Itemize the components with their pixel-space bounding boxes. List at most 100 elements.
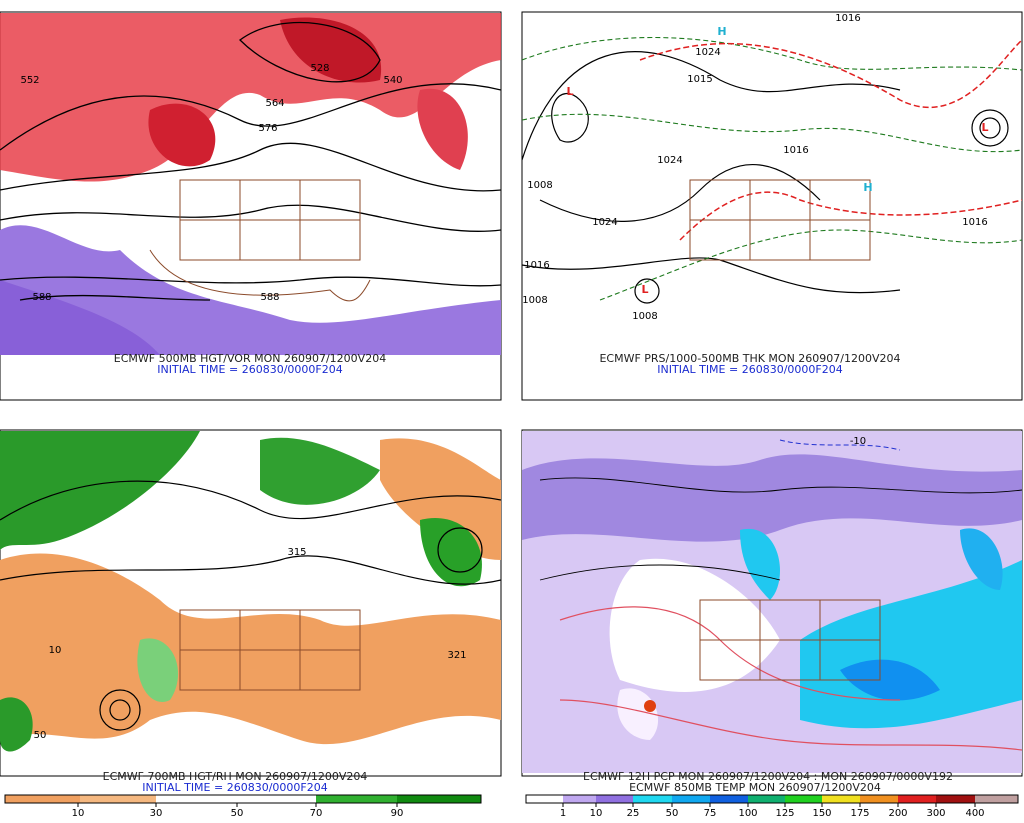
initial-time: INITIAL TIME = 260830/0000F204 (657, 363, 842, 376)
pressure-center: L (566, 85, 573, 98)
colorbar-shape (596, 795, 633, 803)
map-field-shape (417, 88, 468, 170)
map-field-shape-shape (522, 51, 901, 161)
colorbar-shape (4, 794, 482, 804)
pressure-center: L (981, 121, 988, 134)
colorbar-label: 1 (560, 808, 566, 819)
map-field-shape (644, 700, 656, 712)
panel-title: ECMWF PRS/1000-500MB THK MON 260907/1200… (599, 352, 900, 365)
colorbar-label: 50 (231, 808, 244, 819)
colorbar-shape (156, 795, 316, 803)
contour-label: 1008 (632, 311, 657, 322)
contour-label: 528 (310, 63, 329, 74)
map-field-shape-shape (539, 164, 821, 222)
colorbar-shape (898, 795, 936, 803)
map-field-shape (148, 103, 216, 167)
colorbar-label: 400 (965, 808, 984, 819)
colorbar-label: 90 (391, 808, 404, 819)
contour-label: 552 (20, 75, 39, 86)
contour-label: 321 (447, 650, 466, 661)
map-field-shape (137, 638, 179, 702)
map-field-shape (420, 518, 482, 587)
colorbar-label: 175 (850, 808, 869, 819)
map-field-shape (699, 599, 881, 681)
contour-label: 1008 (522, 295, 547, 306)
map-field-shape (960, 528, 1003, 590)
map-field-shape (0, 553, 501, 745)
map-field-shape-shape (19, 294, 211, 301)
colorbar-label: 10 (590, 808, 603, 819)
colorbar-label: 125 (775, 808, 794, 819)
colorbar-label: 10 (72, 808, 85, 819)
map-field-shape (689, 179, 871, 261)
colorbar (4, 794, 482, 804)
contour-label: 315 (287, 547, 306, 558)
panel-frame (521, 11, 1023, 401)
panel-precip-850mb: ECMWF 12H PCP MON 260907/1200V204 : MON … (521, 429, 1023, 804)
map-field-shape (522, 454, 1022, 542)
colorbar-shape (563, 795, 596, 803)
colorbar-shape (526, 795, 563, 803)
colorbar-label: 50 (666, 808, 679, 819)
colorbar-label: 300 (926, 808, 945, 819)
contour-label: 50 (34, 730, 47, 741)
panel-surface-pressure: ECMWF PRS/1000-500MB THK MON 260907/1200… (521, 11, 1023, 401)
contour-label: 10 (49, 645, 62, 656)
contour-label: -10 (850, 436, 866, 447)
map-field-shape (0, 431, 200, 550)
colorbar-shape (5, 795, 80, 803)
contour-label: 588 (260, 292, 279, 303)
map-field-shape-shape (559, 699, 1022, 751)
colorbar-shape (785, 795, 822, 803)
contour-label: 1015 (687, 74, 712, 85)
map-field-shape (840, 659, 940, 701)
map-field-shape-shape (0, 276, 501, 287)
colorbar-shape (633, 795, 672, 803)
map-field-shape (539, 477, 1022, 581)
map-field (522, 431, 1022, 773)
map-field-shape-shape (551, 93, 589, 143)
colorbar-shape (525, 794, 1019, 804)
colorbar-shape (672, 795, 710, 803)
colorbar-label: 70 (310, 808, 323, 819)
colorbar-shape (397, 795, 481, 803)
map-field-shape (260, 437, 380, 505)
colorbar-shape (80, 795, 156, 803)
contour-label: 1016 (783, 145, 808, 156)
map-field-shape (0, 22, 501, 301)
map-field-shape (779, 439, 901, 451)
map-field-shape-shape (0, 555, 501, 585)
panel-subtitle: ECMWF 850MB TEMP MON 260907/1200V204 (629, 781, 881, 794)
contour-label: 564 (265, 98, 284, 109)
contour-label: 1016 (835, 13, 860, 24)
contour-label: 588 (32, 292, 51, 303)
map-field-shape (0, 697, 33, 752)
map-field-shape-shape (539, 564, 781, 581)
map-field-shape-shape (599, 229, 1022, 301)
map-field-shape (0, 280, 160, 355)
colorbar-shape (975, 795, 1018, 803)
map-field-shape (0, 225, 501, 355)
map-field-shape (149, 179, 371, 302)
map-field-shape-shape (0, 204, 501, 232)
panel-500mb: ECMWF 500MB HGT/VOR MON 260907/1200V204 … (0, 11, 502, 401)
contour-label: 540 (383, 75, 402, 86)
map-field-shape (179, 609, 361, 691)
map-field (522, 37, 1022, 304)
map-field-shape-shape (437, 527, 483, 573)
colorbar-label: 30 (150, 808, 163, 819)
map-field-shape-shape (539, 477, 1022, 494)
map-field (0, 13, 501, 355)
map-field-shape-shape (0, 480, 501, 521)
map-field-shape-shape (522, 113, 1022, 153)
map-field-shape-shape (634, 278, 660, 304)
colorbar-label: 75 (704, 808, 717, 819)
panel-title: ECMWF 500MB HGT/VOR MON 260907/1200V204 (114, 352, 386, 365)
pressure-center: H (863, 181, 872, 194)
pressure-center: H (717, 25, 726, 38)
pressure-center: L (641, 283, 648, 296)
map-field-shape (522, 37, 1022, 301)
map-field-shape (639, 39, 1022, 241)
panel-title: ECMWF 700MB HGT/RH MON 260907/1200V204 (103, 770, 368, 783)
colorbar-shape (748, 795, 785, 803)
